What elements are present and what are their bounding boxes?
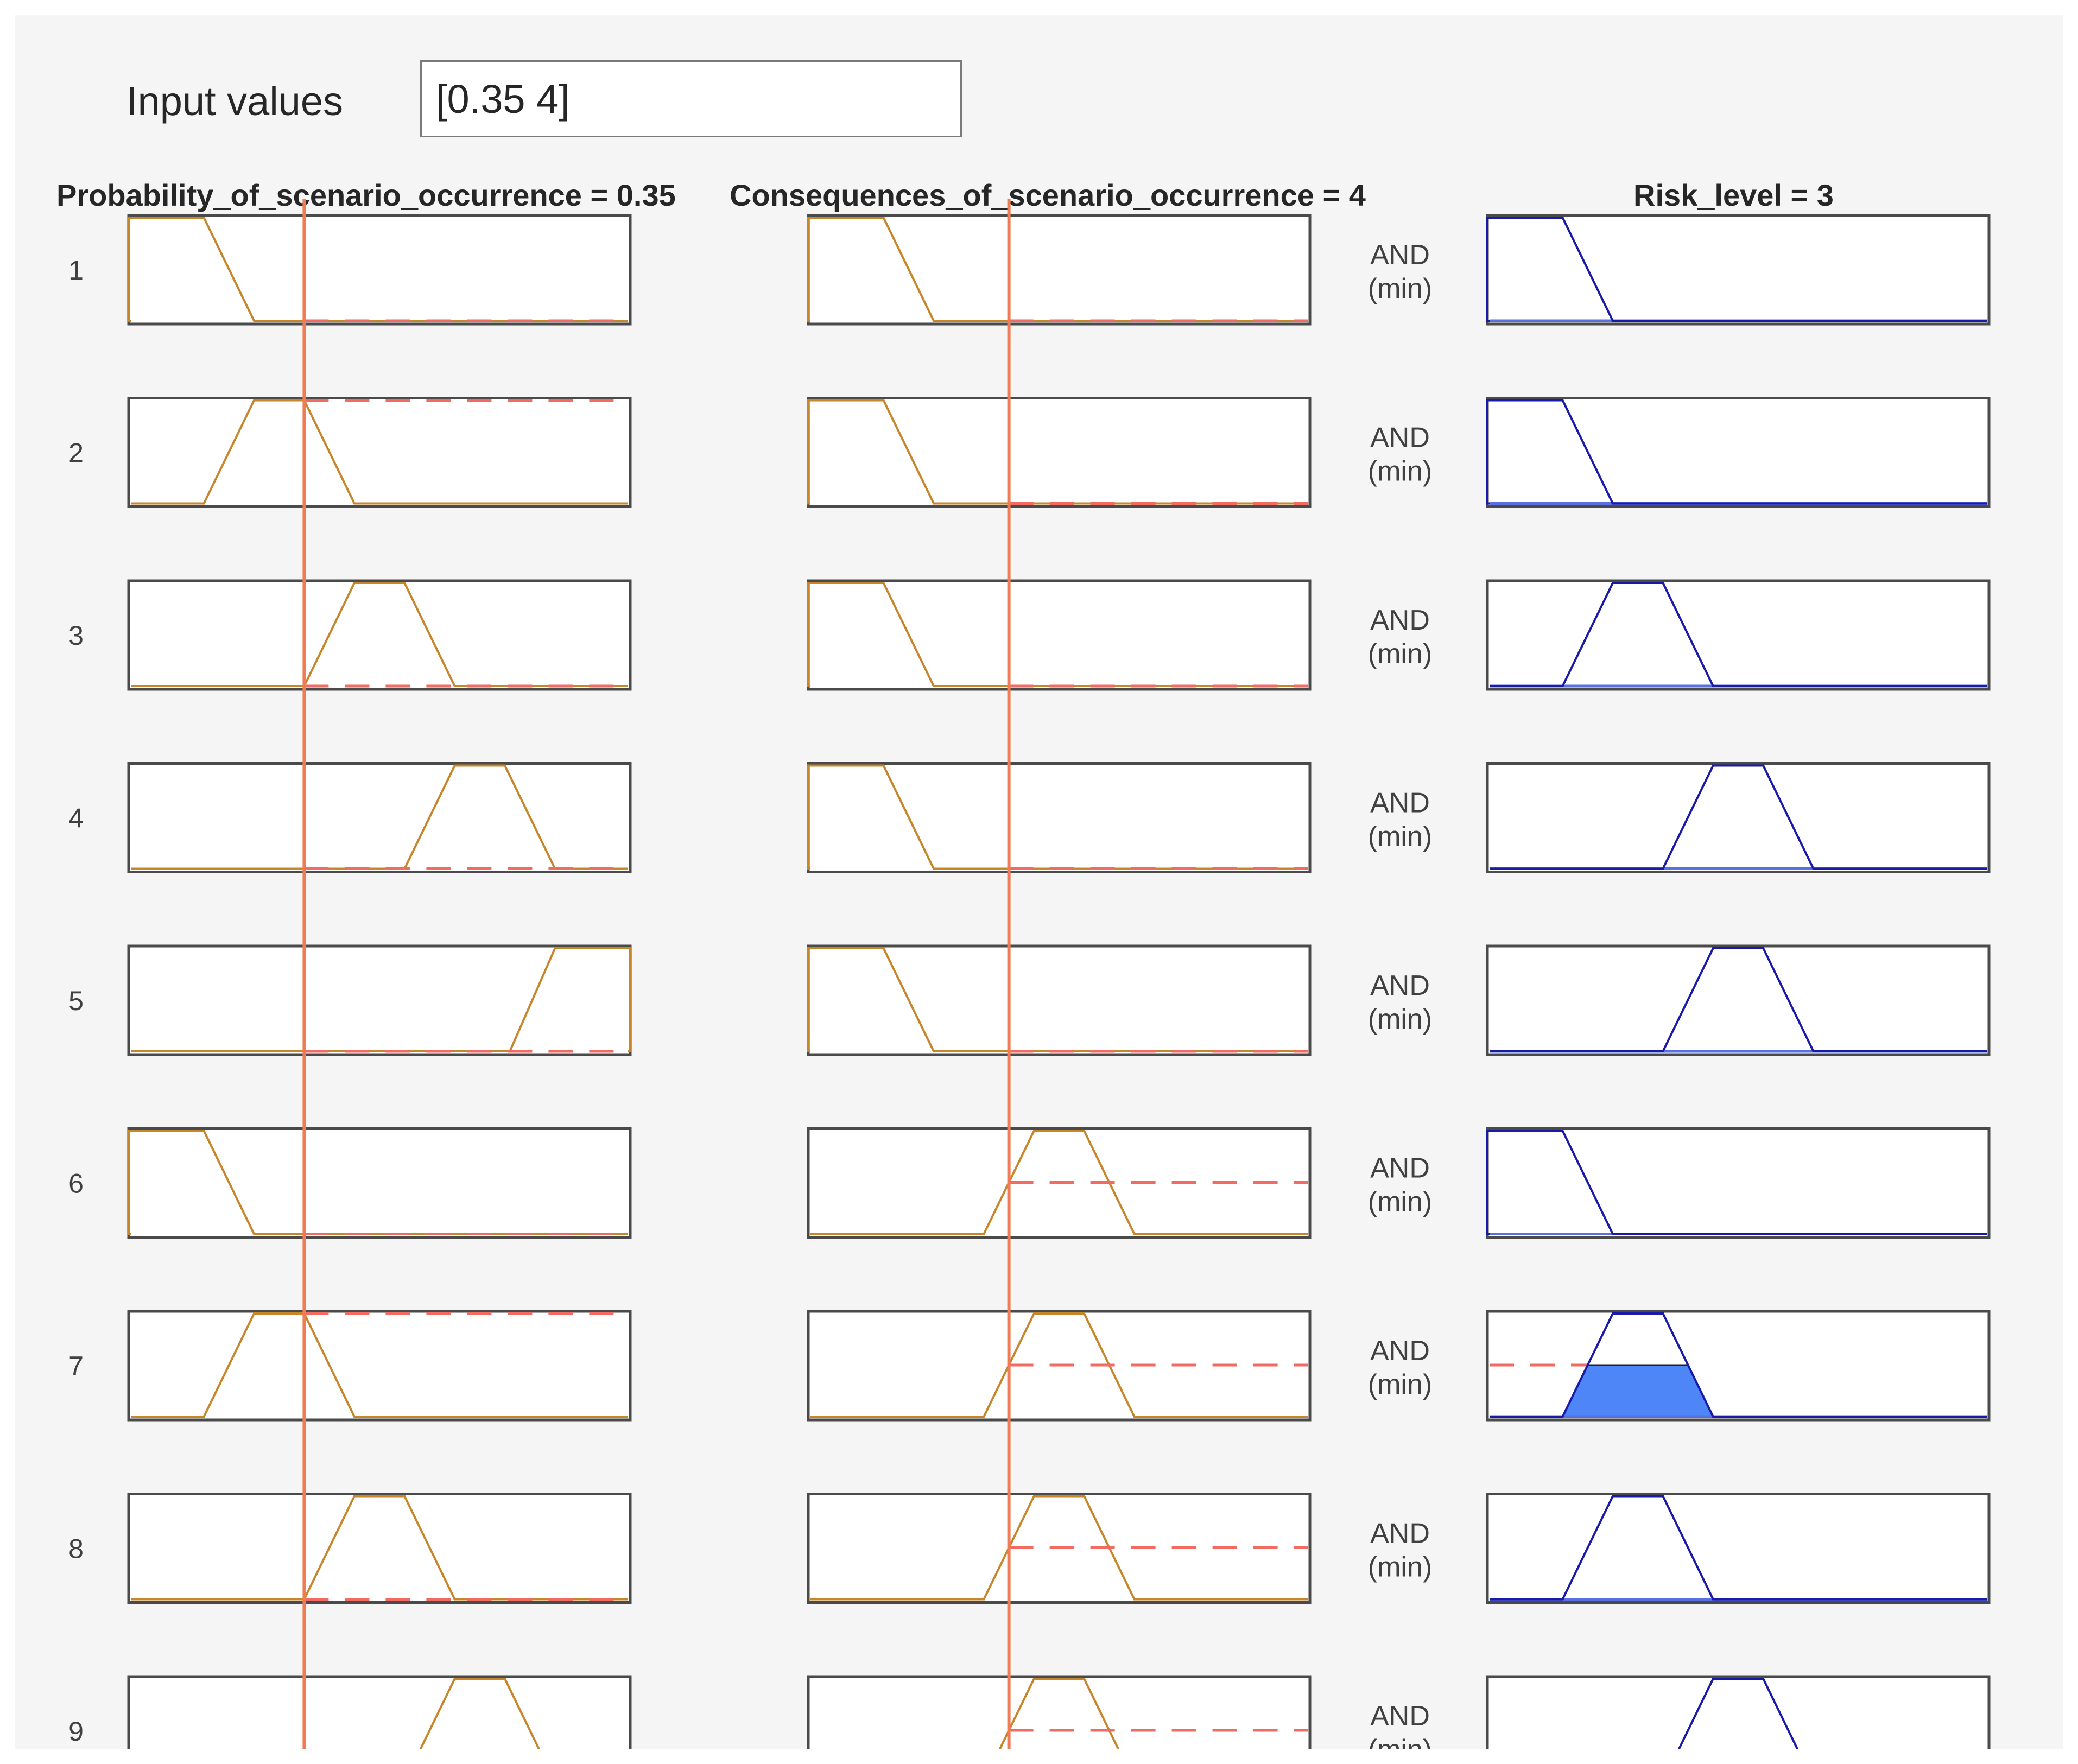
rule-method-7: (min) xyxy=(1368,1369,1432,1400)
consequences-plot-4 xyxy=(807,762,1312,873)
risk-plot-9 xyxy=(1486,1675,1991,1749)
probability-plot-7 xyxy=(127,1310,632,1422)
probability-plot-9 xyxy=(127,1675,632,1749)
rule-number-1: 1 xyxy=(68,255,84,285)
consequences-plot-2 xyxy=(807,397,1312,508)
rule-method-2: (min) xyxy=(1368,456,1432,487)
risk-plot-5 xyxy=(1486,944,1991,1056)
risk-membership-curve-2 xyxy=(1486,399,1987,505)
risk-membership-curve-3 xyxy=(1490,582,1987,687)
risk-plot-6 xyxy=(1486,1127,1991,1239)
rule-method-9: (min) xyxy=(1368,1734,1432,1749)
risk-plot-1 xyxy=(1486,214,1991,326)
consequences-plot-1 xyxy=(807,214,1312,326)
rule-number-5: 5 xyxy=(68,986,84,1016)
risk-column-title: Risk_level = 3 xyxy=(1633,178,1834,212)
consequences-membership-curve-4 xyxy=(807,764,1308,870)
probability-membership-curve-9 xyxy=(419,1678,541,1749)
rule-viewer: Input values Probability_of_scenario_occ… xyxy=(15,15,2063,1749)
probability-plot-1 xyxy=(127,214,632,326)
risk-plot-7 xyxy=(1486,1310,1991,1422)
rule-operator-6: AND xyxy=(1370,1153,1430,1184)
consequences-membership-curve-7 xyxy=(810,1312,1308,1418)
rule-operator-3: AND xyxy=(1370,605,1430,636)
risk-plot-8 xyxy=(1486,1493,1991,1604)
probability-plot-4 xyxy=(127,762,632,873)
risk-membership-curve-4 xyxy=(1490,764,1987,870)
rule-number-3: 3 xyxy=(68,620,84,651)
rule-method-5: (min) xyxy=(1368,1004,1432,1035)
risk-membership-curve-8 xyxy=(1490,1495,1987,1601)
rule-number-2: 2 xyxy=(68,438,84,468)
consequences-membership-curve-9 xyxy=(998,1678,1120,1749)
risk-membership-curve-6 xyxy=(1486,1130,1987,1235)
consequences-membership-curve-6 xyxy=(810,1130,1308,1235)
rule-method-3: (min) xyxy=(1368,638,1432,670)
risk-membership-curve-5 xyxy=(1490,947,1987,1052)
rule-operator-7: AND xyxy=(1370,1335,1430,1367)
rule-operator-4: AND xyxy=(1370,788,1430,819)
risk-membership-curve-9 xyxy=(1677,1678,1799,1749)
risk-plot-2 xyxy=(1486,397,1991,508)
probability-plot-3 xyxy=(127,579,632,691)
probability-membership-curve-2 xyxy=(131,399,628,505)
consequences-column-title: Consequences_of_scenario_occurrence = 4 xyxy=(730,178,1366,212)
rule-method-4: (min) xyxy=(1368,821,1432,853)
rule-number-7: 7 xyxy=(68,1351,84,1381)
probability-plot-8 xyxy=(127,1493,632,1604)
consequences-plot-3 xyxy=(807,579,1312,691)
rule-number-6: 6 xyxy=(68,1169,84,1199)
input-values-label: Input values xyxy=(126,79,344,124)
rule-plots: 1 AND(min)2 AND(min)3 AND(min)4 AND(min)5 AND… xyxy=(68,199,1991,1749)
input-values-field[interactable] xyxy=(420,60,962,137)
consequences-plot-5 xyxy=(807,944,1312,1056)
risk-membership-curve-1 xyxy=(1486,217,1987,322)
rule-method-1: (min) xyxy=(1368,273,1432,304)
probability-plot-2 xyxy=(127,397,632,508)
rule-number-8: 8 xyxy=(68,1534,84,1564)
rule-number-4: 4 xyxy=(68,803,84,834)
consequences-plot-9 xyxy=(807,1675,1312,1749)
rule-number-9: 9 xyxy=(68,1716,84,1747)
risk-plot-4 xyxy=(1486,762,1991,873)
consequences-membership-curve-1 xyxy=(807,217,1308,322)
rule-method-8: (min) xyxy=(1368,1552,1432,1583)
risk-membership-curve-7 xyxy=(1490,1312,1987,1418)
consequences-membership-curve-8 xyxy=(810,1495,1308,1601)
rule-operator-5: AND xyxy=(1370,970,1430,1001)
rule-operator-1: AND xyxy=(1370,239,1430,271)
probability-plot-6 xyxy=(127,1127,632,1239)
probability-plot-5 xyxy=(127,944,632,1056)
rule-method-6: (min) xyxy=(1368,1186,1432,1218)
probability-column-title: Probability_of_scenario_occurrence = 0.3… xyxy=(56,178,676,212)
rule-operator-9: AND xyxy=(1370,1700,1430,1732)
probability-membership-curve-7 xyxy=(131,1312,628,1418)
risk-plot-3 xyxy=(1486,579,1991,691)
consequences-membership-curve-2 xyxy=(807,399,1308,505)
risk-implication-fill-7 xyxy=(1561,1364,1715,1418)
consequences-membership-curve-3 xyxy=(807,582,1308,687)
rule-operator-8: AND xyxy=(1370,1518,1430,1550)
consequences-membership-curve-5 xyxy=(807,947,1308,1052)
rule-operator-2: AND xyxy=(1370,422,1430,454)
